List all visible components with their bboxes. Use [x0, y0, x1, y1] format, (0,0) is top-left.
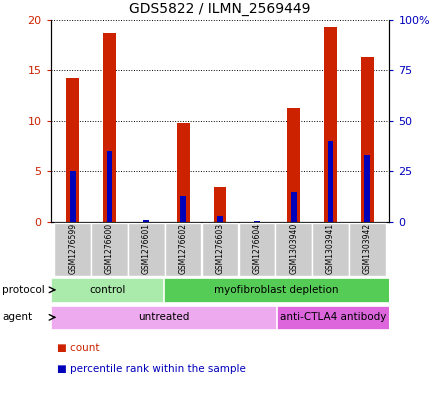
Bar: [51, 278, 163, 301]
Bar: [327, 141, 334, 222]
Text: agent: agent: [2, 312, 32, 322]
Text: ■ percentile rank within the sample: ■ percentile rank within the sample: [57, 364, 246, 375]
Text: GSM1276601: GSM1276601: [142, 223, 151, 274]
Bar: [177, 123, 190, 222]
Bar: [51, 306, 276, 329]
Bar: [213, 187, 227, 222]
Bar: [349, 223, 385, 276]
Bar: [291, 192, 297, 222]
Text: GSM1276603: GSM1276603: [216, 223, 224, 274]
Bar: [287, 108, 300, 222]
Bar: [103, 33, 116, 222]
Text: anti-CTLA4 antibody: anti-CTLA4 antibody: [280, 312, 386, 322]
Text: GSM1303941: GSM1303941: [326, 223, 335, 274]
Bar: [165, 223, 202, 276]
Bar: [275, 223, 312, 276]
Text: GSM1303942: GSM1303942: [363, 223, 372, 274]
Bar: [238, 223, 275, 276]
Bar: [91, 223, 128, 276]
Bar: [364, 155, 370, 222]
Bar: [217, 216, 223, 222]
Bar: [66, 78, 79, 222]
Bar: [180, 196, 186, 222]
Text: GSM1276600: GSM1276600: [105, 223, 114, 274]
Bar: [324, 27, 337, 222]
Bar: [164, 278, 389, 301]
Text: myofibroblast depletion: myofibroblast depletion: [214, 285, 339, 295]
Bar: [106, 151, 113, 222]
Text: GSM1276604: GSM1276604: [252, 223, 261, 274]
Text: GSM1276602: GSM1276602: [179, 223, 188, 274]
Text: GSM1276599: GSM1276599: [68, 223, 77, 274]
Bar: [70, 171, 76, 222]
Title: GDS5822 / ILMN_2569449: GDS5822 / ILMN_2569449: [129, 2, 311, 16]
Text: GSM1303940: GSM1303940: [289, 223, 298, 274]
Bar: [312, 223, 349, 276]
Bar: [202, 223, 238, 276]
Bar: [143, 220, 149, 222]
Bar: [277, 306, 389, 329]
Text: protocol: protocol: [2, 285, 45, 295]
Bar: [254, 221, 260, 222]
Bar: [128, 223, 165, 276]
Text: untreated: untreated: [138, 312, 189, 322]
Text: control: control: [89, 285, 125, 295]
Bar: [361, 57, 374, 222]
Text: ■ count: ■ count: [57, 343, 100, 353]
Bar: [55, 223, 91, 276]
